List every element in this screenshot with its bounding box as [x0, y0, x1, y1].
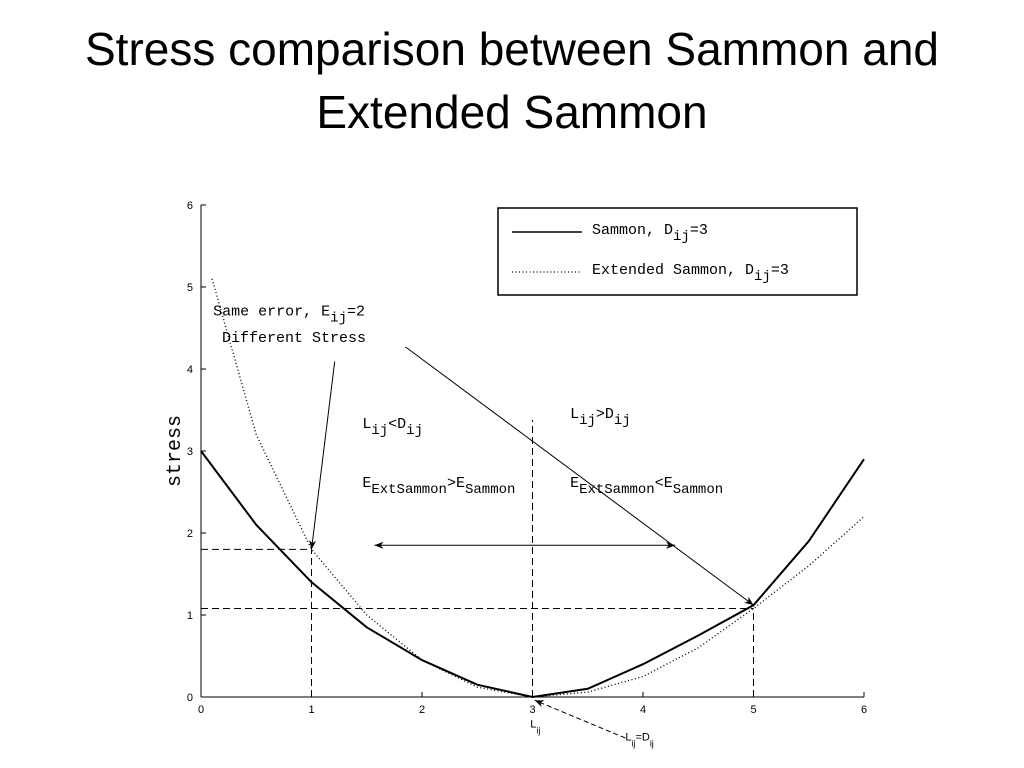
y-tick-label: 3 — [187, 446, 193, 458]
text-part: E — [570, 475, 579, 492]
subscript: Sammon — [465, 482, 515, 498]
annotation: Lij — [530, 718, 540, 735]
subscript: ij — [371, 423, 388, 439]
text-part: >E — [447, 475, 465, 492]
y-tick-label: 0 — [187, 692, 193, 704]
x-tick-label: 5 — [750, 704, 756, 716]
x-tick-label: 4 — [640, 704, 646, 716]
text-part: =3 — [690, 222, 708, 239]
subscript: Sammon — [673, 482, 723, 498]
arrow — [405, 346, 754, 606]
text-part: Sammon, D — [592, 222, 673, 239]
subscript: ExtSammon — [371, 482, 447, 498]
annotation: Same error, Eij=2 — [213, 304, 365, 327]
text-part: L — [362, 416, 371, 433]
subscript: ij — [673, 229, 690, 245]
subscript: ij — [650, 738, 654, 748]
slide-title: Stress comparison between Sammon and Ext… — [85, 23, 939, 138]
arrow — [309, 361, 336, 550]
x-tick-label: 6 — [861, 704, 867, 716]
text-part: <D — [388, 416, 406, 433]
x-tick-label: 1 — [308, 704, 314, 716]
annotation: Different Stress — [222, 330, 366, 347]
y-axis-label: stress — [164, 415, 187, 487]
x-tick-label: 3 — [529, 704, 535, 716]
text-part: >D — [596, 406, 614, 423]
y-tick-label: 1 — [187, 610, 193, 622]
subscript: ExtSammon — [579, 482, 655, 498]
text-part: =D — [635, 731, 649, 743]
annotation: Lij>Dij — [570, 406, 631, 429]
text-part: L — [570, 406, 579, 423]
series-line — [211, 278, 865, 698]
subscript: ij — [536, 725, 540, 735]
y-tick-label: 4 — [187, 364, 193, 376]
x-tick-label: 0 — [198, 704, 204, 716]
y-tick-label: 6 — [187, 200, 193, 212]
annotation: Lij=Dij — [625, 731, 654, 748]
annotation: EExtSammon<ESammon — [570, 475, 723, 498]
text-part: L — [530, 718, 536, 730]
text-part: Same error, E — [213, 304, 330, 321]
text-part: =3 — [771, 262, 789, 279]
y-tick-label: 5 — [187, 282, 193, 294]
text-part: L — [625, 731, 631, 743]
x-tick-label: 2 — [419, 704, 425, 716]
subscript: ij — [406, 423, 423, 439]
annotation: Lij<Dij — [362, 416, 423, 439]
legend-box — [497, 207, 858, 296]
subscript: ij — [614, 413, 631, 429]
text-part: =2 — [347, 304, 365, 321]
text-part: E — [362, 475, 371, 492]
arrow — [534, 699, 626, 739]
text-part: <E — [655, 475, 673, 492]
subscript: ij — [754, 269, 771, 285]
subscript: ij — [631, 738, 635, 748]
annotation: EExtSammon>ESammon — [362, 475, 515, 498]
y-tick-label: 2 — [187, 528, 193, 540]
legend-label: Sammon, Dij=3 — [592, 222, 708, 245]
text-part: Different Stress — [222, 330, 366, 347]
legend-label: Extended Sammon, Dij=3 — [592, 262, 789, 285]
subscript: ij — [579, 413, 596, 429]
subscript: ij — [330, 311, 347, 327]
text-part: Extended Sammon, D — [592, 262, 754, 279]
